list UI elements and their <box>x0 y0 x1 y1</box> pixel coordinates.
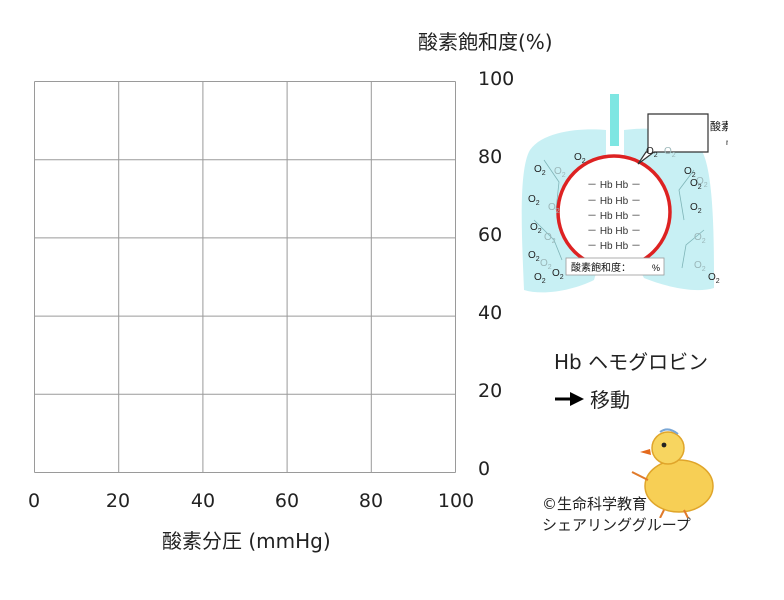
hb-row: － Hb Hb － <box>587 180 641 191</box>
arrow-right-icon <box>555 391 584 406</box>
legend-hb: Hb ヘモグロビン <box>554 350 709 374</box>
o2-molecule: O2 <box>544 232 556 245</box>
o2-molecule: O2 <box>534 272 546 285</box>
saturation-box <box>565 257 665 276</box>
x-axis-title: 酸素分圧 (mmHg) <box>162 529 331 553</box>
y-tick-label: 20 <box>478 380 503 402</box>
hb-row: － Hb Hb － <box>587 211 641 222</box>
hb-row: － Hb Hb － <box>587 226 641 237</box>
o2-molecule: O2 <box>694 260 706 273</box>
o2-molecule: O2 <box>694 232 706 245</box>
chick-mascot-icon <box>631 428 714 518</box>
credit-line-1: ©生命科学教育 <box>542 495 648 513</box>
o2-molecule: O2 <box>684 166 696 179</box>
o2-molecule: O2 <box>554 166 566 179</box>
saturation-unit: % <box>652 263 660 273</box>
o2-molecule: O2 <box>646 146 658 159</box>
y-tick-label: 100 <box>478 68 515 90</box>
x-tick-label: 0 <box>27 490 41 512</box>
legend-move: 移動 <box>554 384 630 413</box>
y-tick-label: 60 <box>478 224 503 246</box>
callout-unit: mmHg <box>726 138 728 147</box>
o2-molecule: O2 <box>696 176 708 189</box>
credit-line-2: シェアリンググループ <box>542 516 691 534</box>
callout-title: 酸素分圧 <box>710 119 728 133</box>
y-axis-title: 酸素飽和度(%) <box>418 30 553 54</box>
hb-row: － Hb Hb － <box>587 241 641 252</box>
y-tick-label: 0 <box>478 458 491 480</box>
o2-molecule: O2 <box>708 272 720 285</box>
o2-molecule: O2 <box>548 202 560 215</box>
x-tick-label: 80 <box>358 490 384 512</box>
o2-molecule: O2 <box>690 202 702 215</box>
o2-molecule: O2 <box>534 164 546 177</box>
trachea <box>610 94 619 146</box>
x-tick-label: 100 <box>437 490 475 512</box>
o2-molecule: O2 <box>530 222 542 235</box>
y-tick-label: 40 <box>478 302 503 324</box>
bronchi-lines <box>533 159 705 269</box>
o2-molecule: O2 <box>690 178 702 191</box>
o2-molecule: O2 <box>528 250 540 263</box>
legend-move-label: 移動 <box>590 388 630 412</box>
x-tick-label: 40 <box>190 490 216 512</box>
o2-molecule: O2 <box>540 258 552 271</box>
o2-molecule: O2 <box>574 152 586 165</box>
o2-molecule: O2 <box>528 194 540 207</box>
grid-lines <box>34 81 456 473</box>
plot-area <box>34 81 456 473</box>
y-tick-label: 80 <box>478 146 503 168</box>
saturation-label: 酸素飽和度： <box>571 261 631 274</box>
x-tick-label: 60 <box>274 490 300 512</box>
o2-molecule: O2 <box>664 146 676 159</box>
pressure-callout <box>637 113 709 165</box>
lung-diagram: － Hb Hb － － Hb Hb － － Hb Hb － － Hb Hb － … <box>521 94 728 293</box>
o2-molecule: O2 <box>552 268 564 281</box>
hb-row: － Hb Hb － <box>587 196 641 207</box>
x-tick-label: 20 <box>105 490 131 512</box>
